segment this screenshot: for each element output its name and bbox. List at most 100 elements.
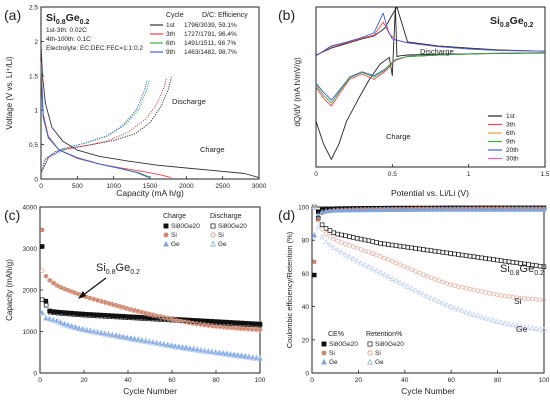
panel-c-point-Si80Ge20-discharge — [39, 297, 45, 303]
panel-d-point-Si-retention — [483, 290, 488, 295]
panel-c-xtick-label: 0 — [38, 377, 42, 384]
panel-d-point-Si80Ge20-retention — [471, 254, 477, 259]
panel-b-xlabel: Potential vs. Li/Li (V) — [391, 188, 469, 198]
panel-c-point-Ge-discharge — [102, 331, 109, 337]
panel-c-point-Ge-charge — [242, 353, 248, 359]
panel-d-point-Ge-retention — [311, 203, 317, 210]
panel-a-ytick-label: 1 — [34, 108, 38, 115]
panel-c-point-Ge-discharge — [91, 329, 97, 335]
panel-d-point-Si80Ge20-retention — [432, 248, 438, 254]
panel-a-curve-5 — [40, 79, 150, 174]
panel-c-point-Si-discharge — [115, 304, 120, 309]
panel-c-point-Ge-charge — [76, 325, 82, 331]
panel-d-point-Ge-ce — [517, 206, 524, 212]
panel-d-point-Si80Ge20-retention — [323, 226, 329, 231]
panel-d-point-Ge-ce — [397, 206, 403, 212]
panel-d-point-Ge-ce — [486, 206, 493, 212]
panel-c-point-Ge-discharge — [166, 343, 172, 349]
panel-d-point-Si80Ge20-retention — [378, 241, 383, 246]
panel-d-point-Si-retention — [479, 289, 484, 294]
panel-a-xtick-label: 1500 — [143, 183, 158, 190]
panel-d-point-Si80Ge20-retention — [533, 263, 539, 268]
panel-c-point-Si80Ge20-charge — [43, 298, 49, 304]
panel-a-info-line-2: 4th-100th: 0.1C — [46, 36, 91, 43]
legend-d-ce-marker — [321, 358, 327, 365]
panel-c-point-Ge-discharge — [162, 342, 168, 348]
panel-d-point-Ge-retention — [354, 257, 360, 264]
panel-c-point-Si80Ge20-charge — [39, 244, 45, 249]
panel-c-point-Si-discharge — [43, 273, 49, 279]
panel-a-xtick-label: 1000 — [106, 183, 121, 190]
panel-d-xtick-label: 100 — [539, 377, 550, 384]
panel-c-point-Si-discharge — [63, 287, 69, 292]
panel-c-point-Ge-discharge — [51, 318, 57, 324]
panel-d-point-Ge-ce — [471, 206, 477, 212]
legend-b-label: 20th — [506, 147, 519, 154]
panel-d-point-Si80Ge20-retention — [343, 233, 348, 239]
panel-a-annotation-charge: Charge — [200, 145, 225, 154]
panel-c-xtick-label: 80 — [212, 377, 220, 384]
legend-c-discharge-label: Si80Ge20 — [218, 223, 247, 230]
panel-d-point-Ge-retention — [521, 323, 528, 330]
panel-c-ytick-label: 3000 — [23, 246, 38, 253]
panel-d-point-Ge-ce — [354, 206, 360, 213]
panel-d-point-Si-retention — [502, 293, 508, 299]
panel-c-point-Si-discharge — [146, 312, 152, 317]
panel-d-point-Si80Ge20-retention — [350, 235, 356, 240]
panel-d-point-Si-retention — [487, 290, 492, 296]
panel-d-point-Ge-ce — [342, 207, 349, 213]
panel-c-point-Ge-discharge — [114, 333, 121, 340]
panel-c-point-Si80Ge20-charge — [239, 320, 244, 326]
panel-d-point-Ge-retention — [342, 251, 349, 257]
panel-d-ytick-label: 0 — [305, 371, 309, 378]
panel-d-ytick-label: 60 — [302, 271, 310, 278]
panel-b-curve-6 — [315, 52, 546, 104]
panel-c-point-Si-discharge — [103, 300, 108, 306]
panel-d-point-Si-retention — [459, 285, 465, 290]
panel-c-label: (c) — [4, 207, 20, 223]
panel-a-info-line-1: 1st-3th: 0.02C — [46, 27, 87, 34]
panel-d-point-Si-retention — [428, 275, 434, 281]
legend-d-ret-marker — [367, 350, 373, 356]
panel-c-point-Ge-discharge — [130, 336, 136, 342]
panel-d-point-Ge-ce — [331, 207, 337, 213]
panel-d-point-Ge-ce — [408, 206, 415, 212]
panel-c-point-Si-discharge — [131, 308, 136, 313]
panel-c-point-Ge-discharge — [79, 326, 85, 333]
panel-c-point-Ge-discharge — [245, 354, 251, 360]
panel-d-point-Ge-ce — [525, 206, 532, 212]
panel-d-point-Ge-ce — [338, 207, 345, 213]
panel-c-point-Ge-discharge — [193, 347, 200, 353]
panel-c-point-Ge-discharge — [150, 340, 156, 346]
panel-d-point-Si-retention — [421, 272, 426, 277]
panel-d-point-Si80Ge20-retention — [459, 252, 465, 258]
panel-c-point-Ge-discharge — [205, 349, 212, 355]
panel-d-point-Ge-retention — [397, 279, 403, 285]
panel-d-point-Ge-ce — [432, 206, 438, 212]
panel-d-point-Ge-retention — [377, 269, 384, 276]
panel-d-point-Si-retention — [374, 252, 379, 258]
panel-d-point-Ge-retention — [373, 267, 380, 274]
panel-b-annotation-discharge: Discharge — [420, 47, 454, 56]
panel-c-point-Ge-discharge — [55, 319, 61, 325]
legend-c-charge-label: Si — [171, 232, 177, 239]
panel-c-point-Si-discharge — [75, 291, 81, 297]
panel-d-point-Si80Ge20-retention — [393, 243, 399, 248]
panel-d-point-Ge-retention — [541, 326, 547, 333]
panel-d-point-Si-retention — [366, 249, 372, 255]
panel-a-ytick-label: 0.5 — [29, 142, 38, 149]
panel-c-point-Si-discharge — [138, 310, 144, 315]
panel-d-point-Ge-ce — [482, 206, 489, 212]
panel-a-curve-6 — [40, 68, 149, 179]
panel-c-point-Ge-discharge — [94, 330, 101, 336]
panel-c-point-Ge-discharge — [67, 323, 73, 329]
panel-c-point-Si-discharge — [67, 288, 73, 294]
panel-d-point-Ge-retention — [482, 315, 489, 321]
panel-d-point-Si-retention — [350, 244, 356, 249]
panel-d-point-Si-retention — [498, 293, 504, 298]
legend-c-discharge-marker — [210, 232, 216, 238]
panel-d-point-Si-retention — [452, 283, 457, 288]
panel-c-point-Ge-discharge — [146, 339, 152, 345]
panel-c-point-Si-discharge — [111, 302, 116, 308]
